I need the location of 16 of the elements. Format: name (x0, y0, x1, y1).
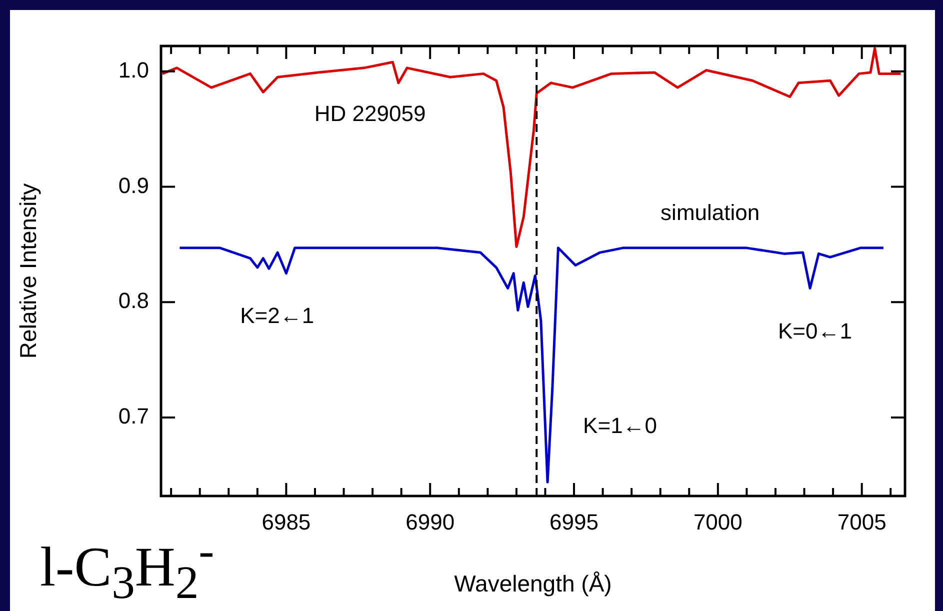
annotation: K=0←1 (778, 318, 852, 344)
x-axis-title: Wavelength (Å) (454, 570, 612, 597)
annotation: simulation (660, 200, 760, 225)
y-tick-label: 0.9 (118, 172, 149, 198)
annotation: K=1←0 (583, 413, 658, 438)
x-tick-label: 7000 (693, 509, 742, 534)
x-tick-label: 6995 (550, 509, 598, 534)
y-tick-label: 1.0 (118, 57, 149, 82)
x-tick-label: 6985 (262, 509, 311, 534)
annotation: HD 229059 (314, 100, 426, 126)
y-axis-title: Relative Intensity (15, 182, 42, 359)
x-tick-label: 6990 (406, 509, 455, 534)
annotation: K=2←1 (240, 302, 314, 328)
y-tick-label: 0.7 (118, 404, 149, 429)
y-tick-label: 0.8 (118, 288, 149, 314)
x-tick-label: 7005 (837, 509, 886, 534)
